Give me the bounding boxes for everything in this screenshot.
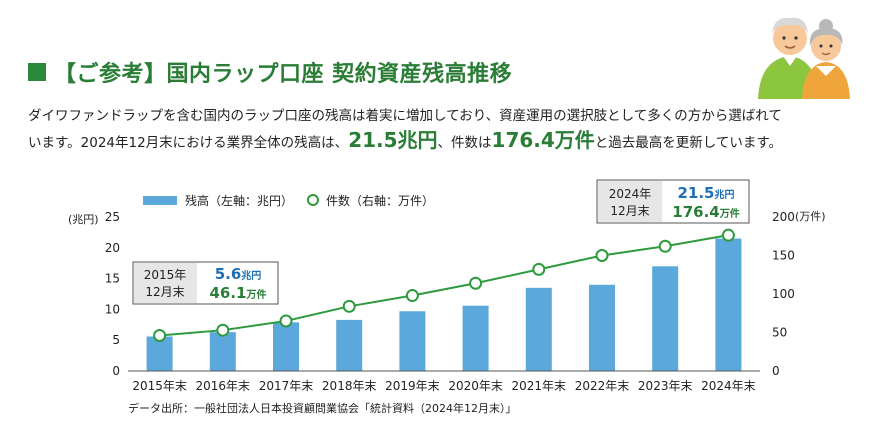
- bar-2: [273, 322, 299, 371]
- description-text-c: と過去最高を更新しています。: [594, 135, 783, 151]
- legend: 残高（左軸：兆円） 件数（右軸：万件）: [143, 193, 434, 208]
- right-tick-0: 0: [772, 364, 780, 378]
- count-point-5: [469, 276, 483, 290]
- left-tick-3: 15: [105, 272, 120, 286]
- bar-7: [589, 284, 615, 371]
- green-square-icon: [28, 63, 46, 81]
- highlight-count: 176.4万件: [491, 128, 595, 152]
- count-point-1: [216, 323, 230, 337]
- legend-bar-label: 残高（左軸：兆円）: [185, 193, 293, 208]
- annotation-2015-label-bg: [134, 263, 197, 303]
- count-point-4: [405, 289, 419, 303]
- x-label-7: 2022年末: [575, 379, 630, 393]
- bar-3: [336, 319, 363, 371]
- bar-1: [209, 332, 236, 371]
- x-label-4: 2019年末: [385, 379, 440, 393]
- annotation-2015-count-unit: 万件: [246, 288, 267, 301]
- x-label-8: 2023年末: [638, 379, 693, 393]
- highlight-balance: 21.5兆円: [348, 128, 438, 152]
- annotation-2024-count-unit: 万件: [719, 207, 740, 220]
- description-line-1: ダイワファンドラップを含む国内のラップ口座の残高は着実に増加しており、資産運用の…: [28, 108, 782, 124]
- count-point-6: [532, 262, 546, 276]
- right-axis-ticks: 0 50 100 150 200: [772, 210, 795, 378]
- annotation-2024-year: 2024年: [609, 187, 652, 201]
- left-tick-0: 0: [112, 364, 120, 378]
- annotation-2024-count: 176.4万件: [672, 203, 739, 221]
- annotation-2024-label-bg: [598, 181, 662, 222]
- count-point-0: [153, 329, 167, 343]
- description-line-2: います。2024年12月末における業界全体の残高は、21.5兆円、件数は176.…: [28, 128, 858, 155]
- legend-line-label: 件数（右軸：万件）: [326, 193, 434, 208]
- right-tick-1: 50: [772, 326, 787, 340]
- x-axis-labels: 2015年末 2016年末 2017年末 2018年末 2019年末 2020年末 2021…: [132, 379, 755, 393]
- left-tick-4: 20: [105, 241, 120, 255]
- legend-line-swatch: [307, 194, 319, 206]
- annotation-2015-count-value: 46.1: [209, 284, 246, 302]
- left-axis-unit: (兆円): [68, 213, 99, 226]
- count-line: [159, 234, 729, 337]
- x-label-1: 2016年末: [196, 379, 251, 393]
- left-tick-2: 10: [105, 302, 120, 316]
- description-text-a: います。2024年12月末における業界全体の残高は、: [28, 135, 349, 151]
- annotation-2015-balance: 5.6兆円: [215, 265, 262, 283]
- right-tick-3: 150: [772, 249, 795, 263]
- page-title: 【ご参考】国内ラップ口座 契約資産残高推移: [54, 62, 513, 87]
- annotation-2015-period: 12月末: [145, 285, 184, 299]
- data-source: データ出所：一般社団法人日本投資顧問業協会「統計資料（2024年12月末）」: [128, 402, 517, 415]
- x-label-0: 2015年末: [132, 379, 187, 393]
- annotation-2024-balance: 21.5兆円: [677, 184, 734, 202]
- bar-series: [146, 238, 742, 371]
- description-text-b: 、件数は: [437, 135, 492, 151]
- bar-6: [525, 287, 552, 371]
- right-tick-2: 100: [772, 287, 795, 301]
- x-label-6: 2021年末: [512, 379, 567, 393]
- right-tick-4: 200: [772, 210, 795, 224]
- annotation-2024-balance-unit: 兆円: [715, 188, 735, 201]
- annotation-2015-count: 46.1万件: [209, 284, 266, 302]
- annotation-2015-year: 2015年: [144, 268, 187, 282]
- left-axis-ticks: 0 5 10 15 20 25: [105, 210, 120, 378]
- bar-8: [652, 266, 679, 371]
- right-axis-unit: (万件): [795, 210, 826, 223]
- bar-9: [715, 238, 742, 371]
- bar-4: [399, 311, 426, 371]
- count-point-9: [721, 228, 735, 242]
- count-point-8: [658, 239, 672, 253]
- description: ダイワファンドラップを含む国内のラップ口座の残高は着実に増加しており、資産運用の…: [28, 104, 858, 155]
- count-point-2: [279, 314, 293, 328]
- annotation-2024-count-value: 176.4: [672, 203, 719, 221]
- bar-0: [146, 336, 173, 371]
- section-header: 【ご参考】国内ラップ口座 契約資産残高推移: [28, 56, 512, 88]
- annotation-2015-balance-unit: 兆円: [241, 269, 261, 282]
- annotation-2024-period: 12月末: [610, 204, 649, 218]
- annotation-2024: 2024年 12月末 21.5兆円 176.4万件: [596, 179, 750, 224]
- x-label-9: 2024年末: [701, 379, 756, 393]
- count-point-3: [342, 299, 356, 313]
- count-point-7: [595, 249, 609, 262]
- legend-bar-swatch: [143, 196, 177, 205]
- x-label-5: 2020年末: [448, 379, 503, 393]
- annotation-2024-balance-value: 21.5: [677, 184, 714, 202]
- elderly-couple-icon: [758, 17, 850, 99]
- left-tick-1: 5: [112, 333, 120, 347]
- left-tick-5: 25: [105, 210, 120, 224]
- bar-5: [462, 305, 489, 371]
- annotation-2015: 2015年 12月末 5.6兆円 46.1万件: [132, 261, 279, 305]
- x-label-2: 2017年末: [259, 379, 314, 393]
- x-label-3: 2018年末: [322, 379, 377, 393]
- annotation-2015-balance-value: 5.6: [215, 265, 242, 283]
- line-series: [153, 228, 735, 343]
